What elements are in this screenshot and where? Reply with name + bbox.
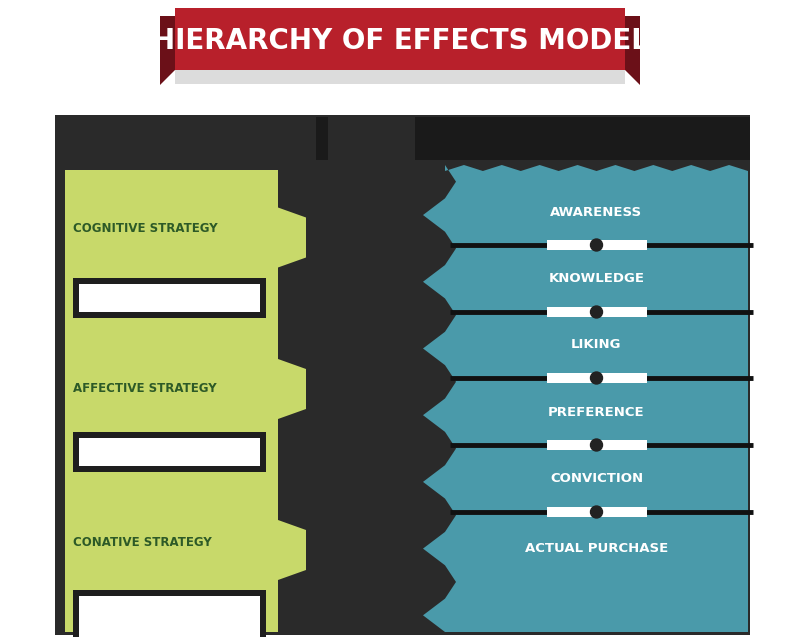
Polygon shape	[160, 16, 175, 85]
Polygon shape	[65, 165, 306, 632]
Polygon shape	[55, 115, 750, 635]
Polygon shape	[60, 115, 316, 170]
Text: KNOWLEDGE: KNOWLEDGE	[549, 271, 645, 285]
Polygon shape	[625, 16, 640, 85]
Polygon shape	[79, 438, 260, 466]
Polygon shape	[79, 596, 260, 637]
Polygon shape	[546, 440, 646, 450]
Text: AFFECTIVE STRATEGY: AFFECTIVE STRATEGY	[73, 382, 217, 394]
Circle shape	[590, 239, 602, 251]
Polygon shape	[73, 278, 266, 318]
Polygon shape	[546, 507, 646, 517]
Circle shape	[590, 506, 602, 518]
Polygon shape	[175, 8, 625, 70]
Polygon shape	[73, 432, 266, 472]
Polygon shape	[423, 165, 748, 632]
Polygon shape	[79, 284, 260, 312]
Text: AWARENESS: AWARENESS	[550, 206, 642, 218]
Polygon shape	[60, 117, 328, 160]
Circle shape	[590, 306, 602, 318]
Text: HIERARCHY OF EFFECTS MODEL: HIERARCHY OF EFFECTS MODEL	[151, 27, 649, 55]
Polygon shape	[546, 373, 646, 383]
Polygon shape	[546, 307, 646, 317]
Text: CONATIVE STRATEGY: CONATIVE STRATEGY	[73, 536, 212, 550]
Polygon shape	[73, 590, 266, 637]
Polygon shape	[546, 240, 646, 250]
Circle shape	[590, 439, 602, 451]
Text: CONVICTION: CONVICTION	[550, 471, 643, 485]
Circle shape	[590, 372, 602, 384]
Text: LIKING: LIKING	[571, 338, 622, 352]
Text: COGNITIVE STRATEGY: COGNITIVE STRATEGY	[73, 222, 218, 234]
Polygon shape	[175, 70, 625, 84]
Polygon shape	[415, 117, 750, 160]
Text: PREFERENCE: PREFERENCE	[548, 406, 645, 419]
Text: ACTUAL PURCHASE: ACTUAL PURCHASE	[525, 541, 668, 554]
